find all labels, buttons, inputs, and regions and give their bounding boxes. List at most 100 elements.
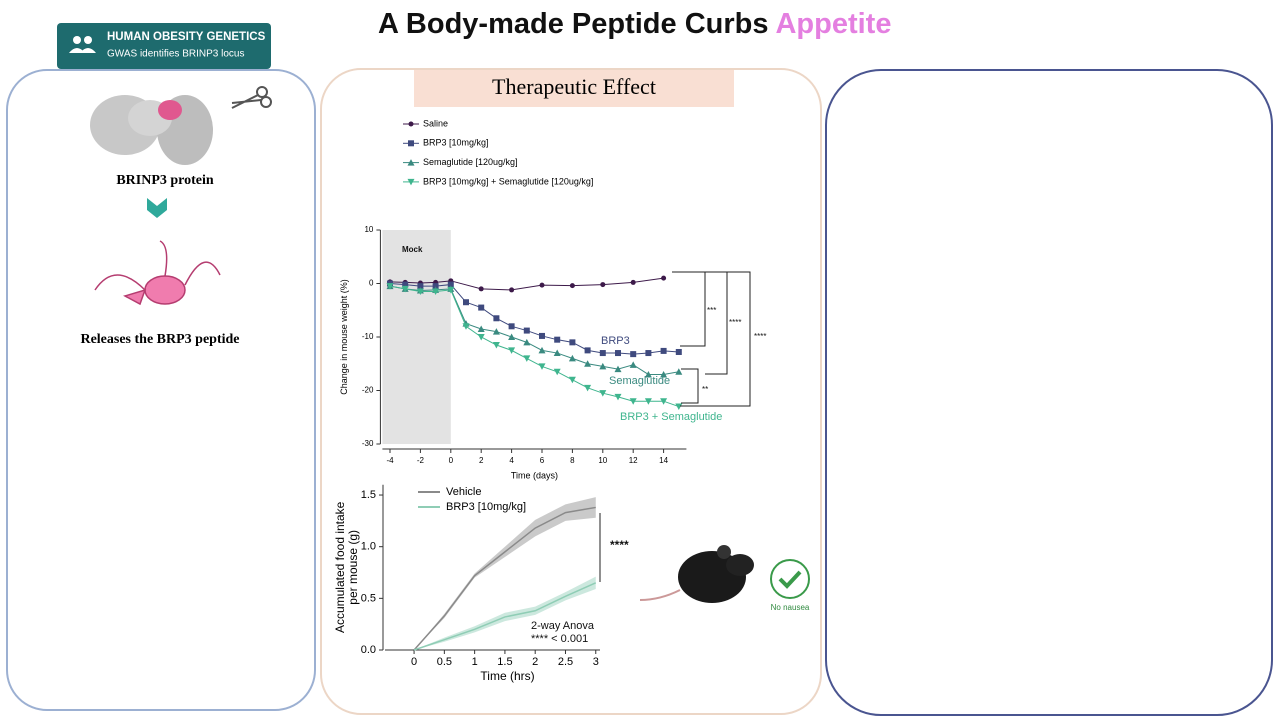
mouse-image — [639, 545, 754, 603]
annotation: **** — [729, 318, 741, 327]
marker — [644, 370, 652, 378]
marker — [477, 325, 485, 332]
left-panel — [6, 69, 316, 711]
annotation: BRP3 + Semaglutide — [620, 411, 722, 423]
check-icon — [770, 559, 810, 599]
x-tick-label: 2.5 — [558, 656, 573, 668]
x-axis-label: Time (days) — [511, 470, 558, 480]
legend-label: Saline — [423, 118, 448, 128]
marker — [447, 286, 455, 294]
marker — [462, 323, 470, 330]
bracket — [681, 368, 699, 404]
y-tick-label: -10 — [362, 332, 374, 341]
marker — [599, 362, 607, 370]
legend-marker — [407, 178, 415, 186]
section-title: Therapeutic Effect — [492, 74, 656, 99]
annotation: 2-way Anova — [531, 620, 595, 632]
title: A Body-made Peptide Curbs Appetite — [378, 8, 891, 40]
marker — [644, 398, 652, 405]
legend-label: Semaglutide [120ug/kg] — [423, 157, 518, 167]
marker — [493, 315, 500, 322]
marker — [416, 288, 424, 296]
marker — [509, 287, 515, 293]
x-tick-label: 2 — [532, 656, 538, 668]
y-axis-label: Change in mouse weight (%) — [339, 279, 349, 395]
peptide-label: Releases the BRP3 peptide — [80, 332, 239, 347]
error-band — [414, 497, 596, 650]
marker — [417, 283, 424, 290]
shaded-region — [382, 230, 451, 444]
legend-label: BRP3 [10mg/kg] — [446, 501, 526, 513]
marker — [584, 347, 591, 354]
marker — [630, 279, 636, 285]
bracket — [672, 271, 706, 347]
protein-image — [90, 95, 213, 165]
x-tick-label: 8 — [570, 456, 575, 465]
marker — [599, 390, 607, 397]
marker — [675, 368, 683, 375]
legend-label: Vehicle — [446, 486, 481, 498]
marker — [492, 342, 500, 349]
marker — [660, 398, 668, 405]
badge-subtitle: GWAS identifies BRINP3 locus — [107, 49, 244, 60]
marker — [660, 370, 668, 378]
marker — [629, 398, 637, 405]
marker — [523, 338, 531, 346]
intestine-image — [94, 240, 221, 306]
x-axis-label: Time (hrs) — [480, 669, 534, 683]
marker — [463, 299, 469, 306]
legend-marker — [408, 140, 414, 147]
marker — [660, 347, 667, 354]
marker — [402, 281, 409, 288]
no-nausea-label: No nausea — [771, 603, 810, 612]
legend-marker — [408, 121, 414, 127]
section-header — [414, 70, 734, 107]
annotation: *** — [707, 306, 716, 315]
y-tick-label: 0 — [369, 279, 374, 288]
marker — [630, 351, 637, 358]
marker — [553, 368, 561, 376]
right-panel — [825, 69, 1273, 716]
marker — [554, 336, 561, 343]
marker — [432, 288, 440, 296]
x-tick-label: 1.5 — [497, 656, 512, 668]
annotation: BRP3 — [601, 335, 630, 347]
x-tick-label: 1 — [472, 656, 478, 668]
marker — [645, 350, 652, 357]
bracket — [672, 271, 751, 407]
title-highlight: Appetite — [775, 8, 891, 40]
scissors-icon — [231, 86, 272, 109]
marker — [539, 282, 545, 288]
marker — [538, 346, 546, 354]
badge — [57, 23, 271, 69]
marker — [478, 304, 485, 311]
x-tick-label: 4 — [509, 456, 514, 465]
marker — [568, 354, 576, 362]
marker — [584, 384, 592, 392]
annotation: Mock — [402, 245, 423, 254]
annotation: Semaglutide — [609, 375, 670, 387]
marker — [599, 350, 606, 357]
marker — [523, 327, 530, 334]
marker — [614, 365, 622, 373]
y-tick-label: 1.5 — [361, 489, 376, 501]
annotation: **** < 0.001 — [531, 633, 588, 645]
marker — [508, 333, 516, 340]
marker — [661, 275, 667, 281]
y-tick-label: -30 — [362, 439, 374, 448]
marker — [508, 347, 516, 354]
title-main: A Body-made Peptide Curbs — [378, 8, 768, 40]
x-tick-label: -2 — [417, 456, 425, 465]
marker — [386, 283, 394, 290]
marker — [568, 376, 576, 384]
annotation: ** — [702, 385, 708, 394]
x-tick-label: 0 — [411, 656, 417, 668]
series-line — [389, 285, 679, 408]
food-chart: 0.0 0.5 1.0 1.5 0 0.5 1 1.5 2 2.5 3 Time (hrs) Accum… — [333, 484, 629, 683]
marker — [539, 332, 545, 339]
series-line — [413, 582, 597, 651]
marker — [538, 363, 546, 370]
y-tick-label: -20 — [362, 386, 374, 395]
